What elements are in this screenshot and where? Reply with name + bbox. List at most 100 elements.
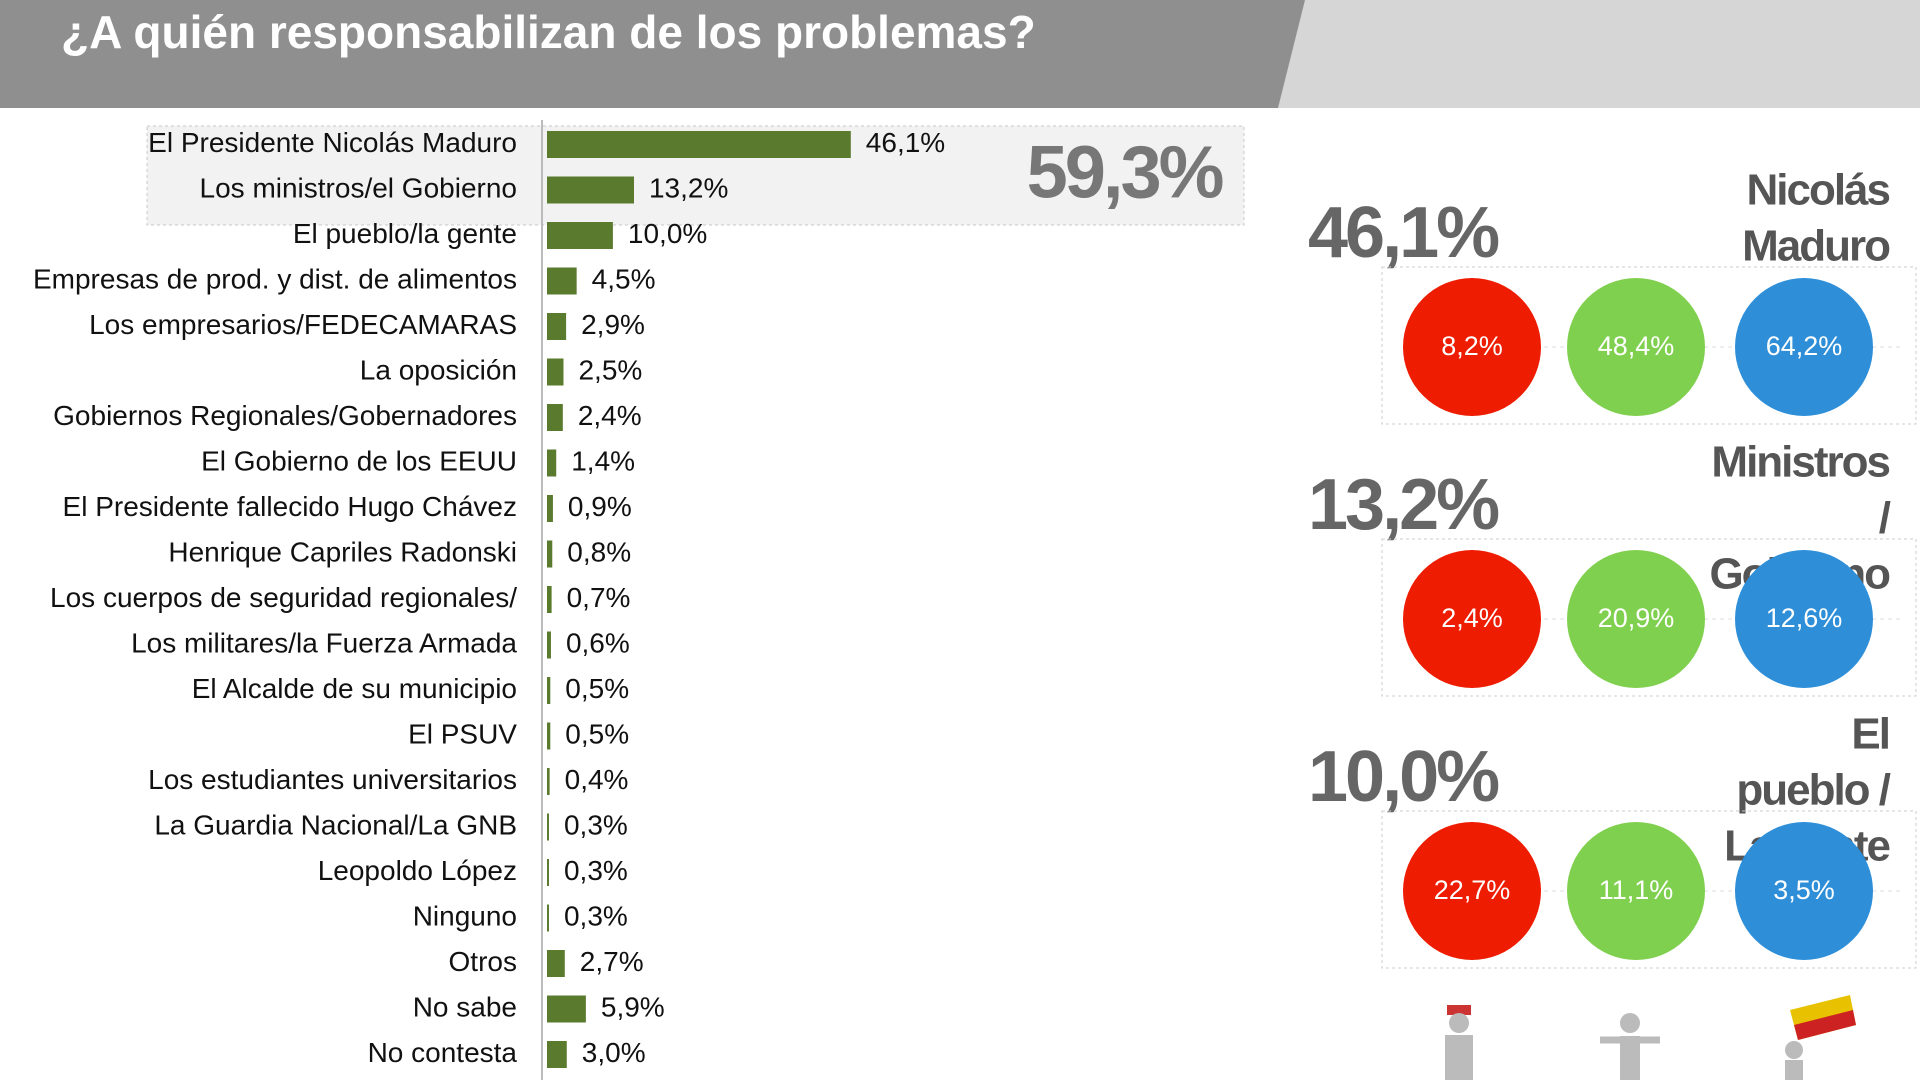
bar [547,176,634,204]
group-name: / [1879,494,1891,543]
category-label: Leopoldo López [318,855,517,886]
value-label: 0,5% [565,718,629,749]
icon-flag-person-head [1785,1041,1803,1059]
value-label: 10,0% [628,218,707,249]
bar [547,313,567,340]
group-value: 46,1% [1308,193,1499,273]
value-label: 2,7% [580,946,644,977]
bar [547,950,565,977]
value-circle [1567,550,1705,688]
category-label: El PSUV [408,718,517,749]
value-label: 2,4% [578,400,642,431]
circle-label: 12,6% [1766,603,1843,633]
annotation: 59,3% [1027,131,1223,214]
group-box [1381,266,1917,425]
group-value: 13,2% [1308,465,1499,545]
category-label: El Presidente Nicolás Maduro [148,127,517,158]
icons [1445,995,1856,1080]
category-label: Los militares/la Fuerza Armada [131,627,517,658]
group-box [1381,810,1917,969]
group-name: Maduro [1742,222,1890,271]
value-circle [1735,278,1873,416]
category-label: Gobiernos Regionales/Gobernadores [53,400,517,431]
category-label: La Guardia Nacional/La GNB [154,809,517,840]
category-label: Los empresarios/FEDECAMARAS [89,309,517,340]
bar [547,995,586,1023]
group-name: pueblo / [1736,766,1890,815]
bar [547,1041,567,1068]
circle-label: 3,5% [1773,875,1835,905]
bar [547,813,549,841]
category-label: No contesta [368,1037,518,1068]
bar [547,404,563,431]
value-circle [1567,822,1705,960]
category-label: Henrique Capriles Radonski [168,536,517,567]
value-label: 4,5% [592,263,656,294]
icon-soldier-body [1445,1035,1473,1080]
group-name: Ministros [1711,438,1889,487]
value-label: 1,4% [571,445,635,476]
category-label: Ninguno [413,900,517,931]
category-label: El pueblo/la gente [293,218,517,249]
category-label: El Presidente fallecido Hugo Chávez [63,491,517,522]
icon-flag-red [1794,1010,1856,1040]
circle-label: 20,9% [1598,603,1675,633]
bar [547,222,613,249]
value-circle [1403,550,1541,688]
icon-soldier-cap [1447,1005,1471,1015]
icon-flag-person-body [1785,1060,1803,1080]
icon-person-body [1620,1036,1640,1080]
circle-label: 11,1% [1599,875,1674,905]
value-label: 0,6% [566,627,630,658]
icon-person-head [1620,1013,1640,1033]
category-label: Los ministros/el Gobierno [200,172,517,203]
icon-soldier-head [1449,1013,1469,1033]
circle-label: 48,4% [1598,331,1675,361]
circle-label: 22,7% [1434,875,1511,905]
category-label: El Gobierno de los EEUU [201,445,517,476]
bar [547,768,550,795]
bar [547,267,577,295]
category-label: Empresas de prod. y dist. de alimentos [33,263,517,294]
bar [547,904,549,932]
value-circle [1567,278,1705,416]
bar [547,631,551,659]
value-label: 3,0% [582,1037,646,1068]
group-name: Nicolás [1746,166,1889,215]
header-bg [0,0,1305,108]
group-box [1381,538,1917,697]
value-label: 0,9% [568,491,632,522]
title: ¿A quién responsabilizan de los problema… [61,6,1036,58]
bar [547,540,553,568]
bar [547,495,553,522]
circle-label: 8,2% [1441,331,1503,361]
value-label: 2,9% [581,309,645,340]
value-label: 13,2% [649,172,728,203]
bar [547,586,552,613]
circle-label: 64,2% [1766,331,1843,361]
group-value: 10,0% [1308,737,1499,817]
value-label: 0,8% [567,536,631,567]
value-label: 0,4% [565,764,629,795]
category-label: Otros [449,946,517,977]
group-name: El [1851,710,1889,759]
value-label: 0,3% [564,900,628,931]
value-label: 0,5% [565,673,629,704]
value-label: 5,9% [601,991,665,1022]
category-label: No sabe [413,991,517,1022]
category-label: Los estudiantes universitarios [148,764,517,795]
value-circle [1403,822,1541,960]
category-label: El Alcalde de su municipio [192,673,517,704]
category-label: Los cuerpos de seguridad regionales/ [50,582,517,613]
bar [547,677,551,704]
value-label: 2,5% [578,354,642,385]
category-label: La oposición [360,354,517,385]
bar [547,131,851,158]
value-label: 0,7% [567,582,631,613]
bar [547,859,549,886]
bar [547,449,557,477]
value-circle [1735,822,1873,960]
circle-label: 2,4% [1441,603,1503,633]
bar [547,358,564,386]
